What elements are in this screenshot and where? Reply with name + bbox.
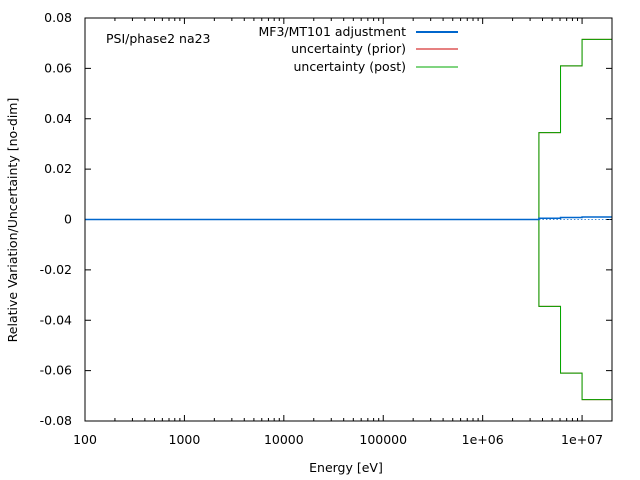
- x-tick-label: 1e+07: [561, 432, 603, 447]
- x-tick-label: 1000: [169, 432, 201, 447]
- plot-frame: [84, 17, 613, 422]
- series-layer: [85, 38, 612, 401]
- y-tick-label: -0.04: [40, 312, 72, 327]
- y-tick-label: -0.08: [40, 413, 72, 428]
- y-tick-label: -0.02: [40, 262, 72, 277]
- y-tick-label: 0.06: [44, 60, 72, 75]
- series-post-lower: [85, 219, 612, 401]
- y-tick-label: 0.02: [44, 161, 72, 176]
- legend-label-1: uncertainty (prior): [291, 41, 406, 56]
- series-prior-lower: [85, 219, 612, 401]
- ticks-layer: -0.08 -0.06 -0.04 -0.02 0 0.02 0.04 0.06 0.08 100…: [40, 10, 613, 447]
- legend-label-0: MF3/MT101 adjustment: [259, 24, 407, 39]
- x-tick-label: 100: [73, 432, 97, 447]
- y-tick-label: 0: [64, 212, 72, 227]
- y-tick-label: 0.04: [44, 111, 72, 126]
- series-post-upper: [85, 38, 612, 220]
- x-tick-label: 100000: [359, 432, 407, 447]
- series-adjustment: [85, 216, 612, 221]
- chart-annotation: PSI/phase2 na23: [106, 31, 211, 46]
- y-axis-label: Relative Variation/Uncertainty [no-dim]: [5, 98, 20, 343]
- x-tick-label: 1e+06: [462, 432, 504, 447]
- legend: MF3/MT101 adjustment uncertainty (prior)…: [259, 24, 458, 74]
- legend-label-2: uncertainty (post): [293, 59, 406, 74]
- y-tick-label: 0.08: [44, 10, 72, 25]
- x-tick-label: 10000: [264, 432, 304, 447]
- y-tick-label: -0.06: [40, 363, 72, 378]
- x-axis-label: Energy [eV]: [309, 460, 383, 475]
